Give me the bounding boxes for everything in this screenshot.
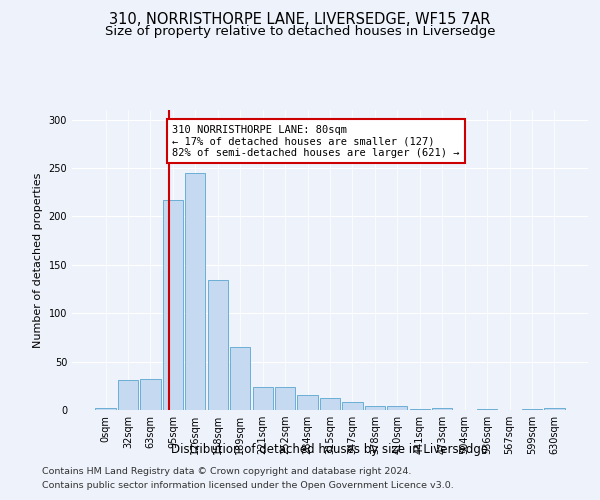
Y-axis label: Number of detached properties: Number of detached properties xyxy=(33,172,43,348)
Bar xyxy=(387,406,407,410)
Bar xyxy=(410,409,430,410)
Text: Contains HM Land Registry data © Crown copyright and database right 2024.: Contains HM Land Registry data © Crown c… xyxy=(42,467,412,476)
Bar xyxy=(208,280,228,410)
Bar xyxy=(140,379,161,410)
Text: Size of property relative to detached houses in Liversedge: Size of property relative to detached ho… xyxy=(105,25,495,38)
Text: 310, NORRISTHORPE LANE, LIVERSEDGE, WF15 7AR: 310, NORRISTHORPE LANE, LIVERSEDGE, WF15… xyxy=(109,12,491,28)
Text: Distribution of detached houses by size in Liversedge: Distribution of detached houses by size … xyxy=(172,442,488,456)
Bar xyxy=(185,173,205,410)
Bar xyxy=(118,380,138,410)
Text: 310 NORRISTHORPE LANE: 80sqm
← 17% of detached houses are smaller (127)
82% of s: 310 NORRISTHORPE LANE: 80sqm ← 17% of de… xyxy=(172,124,460,158)
Bar xyxy=(432,408,452,410)
Bar xyxy=(522,409,542,410)
Bar xyxy=(320,398,340,410)
Bar xyxy=(298,394,317,410)
Bar xyxy=(477,409,497,410)
Bar xyxy=(275,387,295,410)
Bar xyxy=(365,406,385,410)
Bar xyxy=(343,402,362,410)
Bar xyxy=(230,347,250,410)
Bar xyxy=(544,408,565,410)
Bar xyxy=(163,200,183,410)
Text: Contains public sector information licensed under the Open Government Licence v3: Contains public sector information licen… xyxy=(42,481,454,490)
Bar xyxy=(95,408,116,410)
Bar xyxy=(253,387,273,410)
